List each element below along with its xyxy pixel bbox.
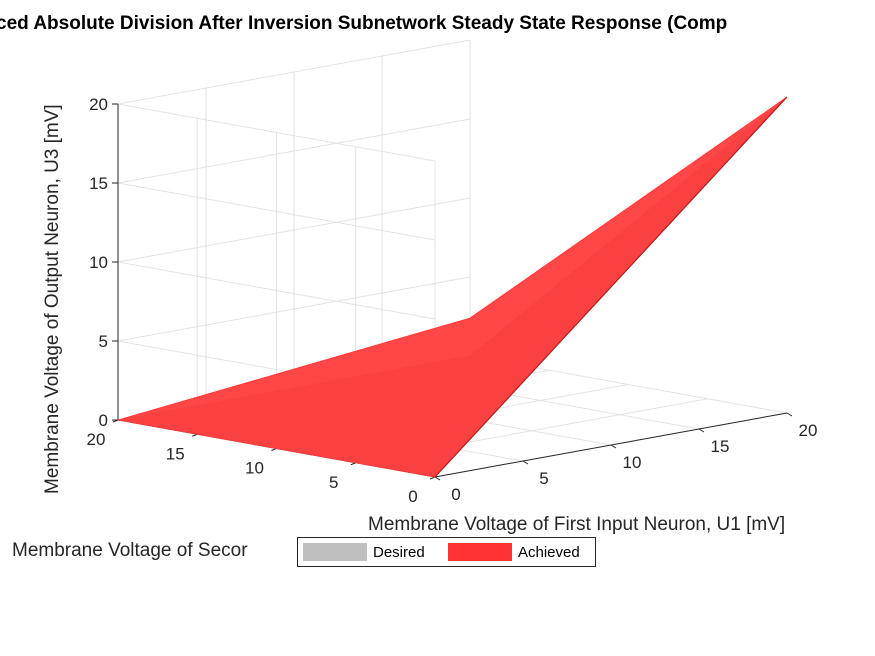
legend-swatch-desired bbox=[303, 543, 367, 561]
x-tick-label: 10 bbox=[623, 453, 642, 472]
z-axis-label: Membrane Voltage of Output Neuron, U3 [m… bbox=[42, 104, 63, 494]
legend-label-achieved: Achieved bbox=[518, 544, 580, 561]
legend-swatch-achieved bbox=[448, 543, 512, 561]
z-tick-label: 10 bbox=[89, 253, 108, 272]
x-tick-label: 5 bbox=[539, 469, 548, 488]
y-tick-label: 10 bbox=[245, 459, 264, 478]
gridline-back-wall bbox=[117, 118, 471, 184]
x-tick-mark bbox=[434, 476, 441, 481]
x-axis-label: Membrane Voltage of First Input Neuron, … bbox=[368, 514, 786, 535]
achieved-surface bbox=[117, 96, 788, 478]
y-tick-mark bbox=[429, 476, 436, 480]
x-tick-label: 15 bbox=[711, 437, 730, 456]
legend: Desired Achieved bbox=[297, 537, 596, 567]
y-axis-label: Membrane Voltage of Secor bbox=[12, 540, 248, 561]
y-tick-mark bbox=[350, 462, 356, 466]
legend-label-desired: Desired bbox=[373, 544, 425, 561]
z-tick-label: 5 bbox=[99, 332, 108, 351]
z-tick-label: 0 bbox=[99, 411, 108, 430]
y-tick-label: 5 bbox=[329, 473, 338, 492]
x-tick-mark bbox=[610, 444, 617, 449]
x-tick-mark bbox=[698, 428, 705, 433]
y-tick-mark bbox=[271, 448, 277, 451]
surface-layer bbox=[117, 96, 788, 478]
z-tick-label: 15 bbox=[89, 174, 108, 193]
gridline-side-wall bbox=[117, 103, 436, 162]
y-tick-mark bbox=[192, 433, 198, 437]
x-tick-label: 20 bbox=[799, 421, 818, 440]
gridline-back-wall bbox=[117, 39, 471, 105]
z-tick-label: 20 bbox=[89, 95, 108, 114]
x-tick-mark bbox=[522, 460, 529, 465]
y-tick-label: 15 bbox=[166, 444, 185, 463]
y-tick-label: 20 bbox=[87, 430, 106, 449]
y-tick-label: 0 bbox=[408, 487, 417, 506]
surface-fold-edge bbox=[434, 96, 788, 478]
x-tick-label: 0 bbox=[451, 485, 460, 504]
x-tick-mark bbox=[786, 412, 793, 417]
